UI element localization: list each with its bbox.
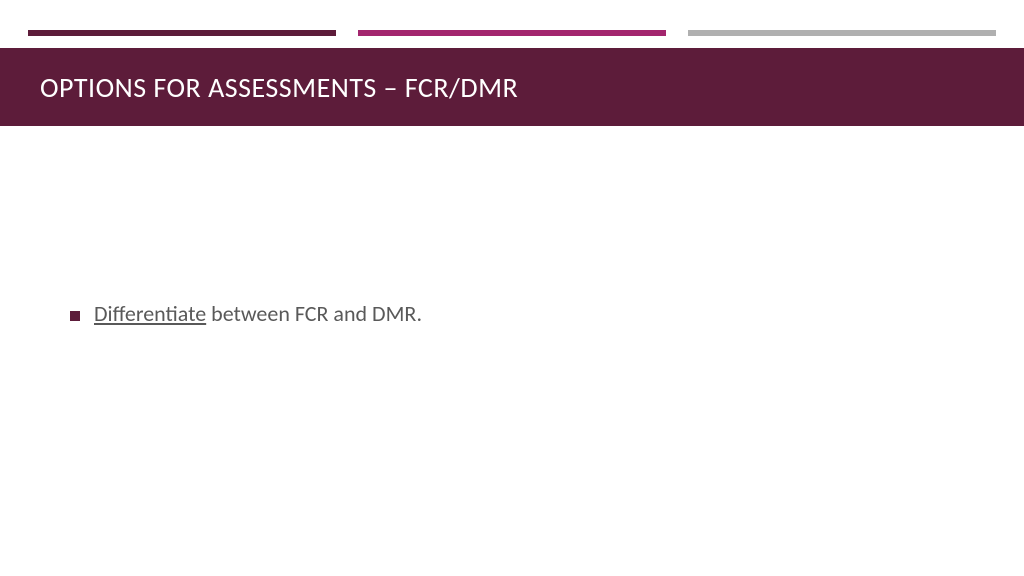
content-area: Differentiate between FCR and DMR.	[70, 300, 964, 327]
stripe-2	[358, 30, 666, 36]
stripe-3	[688, 30, 996, 36]
slide: OPTIONS FOR ASSESSMENTS – FCR/DMR Differ…	[0, 0, 1024, 576]
title-bar: OPTIONS FOR ASSESSMENTS – FCR/DMR	[0, 48, 1024, 126]
bullet-text-rest: between FCR and DMR.	[206, 300, 422, 327]
stripe-1	[28, 30, 336, 36]
bullet-text: Differentiate between FCR and DMR.	[94, 300, 422, 327]
slide-title: OPTIONS FOR ASSESSMENTS – FCR/DMR	[40, 70, 518, 105]
bullet-item: Differentiate between FCR and DMR.	[70, 300, 964, 327]
bullet-marker-icon	[70, 311, 80, 321]
bullet-text-underlined: Differentiate	[94, 300, 206, 327]
decorative-stripes	[28, 30, 996, 36]
